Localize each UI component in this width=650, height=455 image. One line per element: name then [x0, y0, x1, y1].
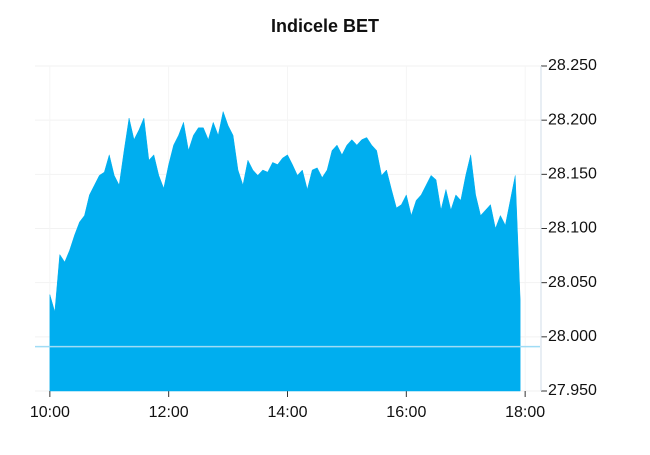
y-tick-label: 28.150: [548, 166, 597, 183]
y-tick-label: 28.200: [548, 111, 597, 128]
y-tick-label: 27.950: [548, 382, 597, 399]
x-tick-label: 10:00: [30, 404, 70, 421]
x-tick-label: 16:00: [386, 404, 426, 421]
area: [49, 110, 521, 392]
x-tick-label: 14:00: [267, 404, 307, 421]
chart-title: Indicele BET: [271, 16, 379, 36]
y-tick-label: 28.000: [548, 328, 597, 345]
x-tick-label: 18:00: [505, 404, 545, 421]
y-tick-label: 28.100: [548, 220, 597, 237]
y-tick-label: 28.050: [548, 274, 597, 291]
x-tick-label: 12:00: [149, 404, 189, 421]
y-tick-label: 28.250: [548, 57, 597, 74]
